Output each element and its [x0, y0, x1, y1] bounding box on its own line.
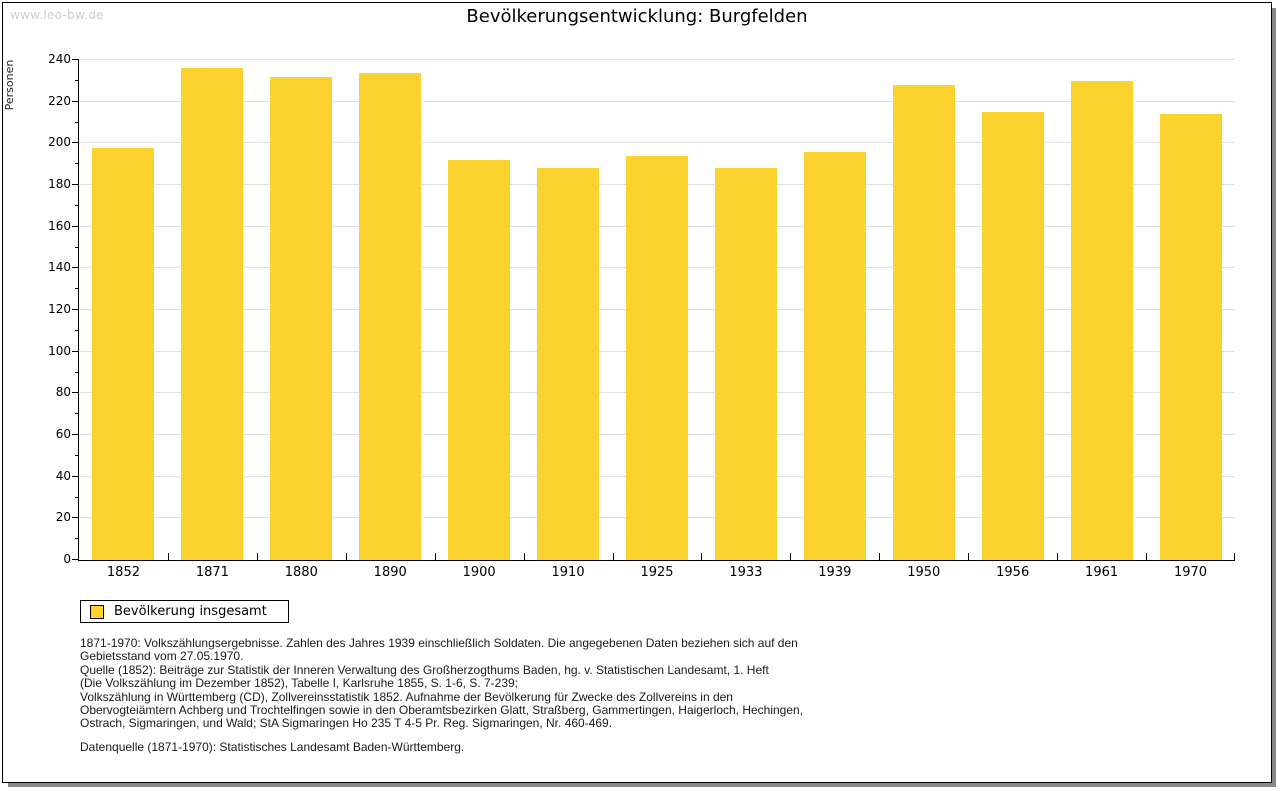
y-minor-tick: [75, 413, 79, 415]
bar-1852: [92, 147, 155, 560]
x-tick-label: 1956: [996, 565, 1030, 580]
y-major-tick: [72, 225, 79, 227]
x-tick-label: 1890: [373, 565, 407, 580]
x-tick-label: 1933: [729, 565, 763, 580]
x-boundary-tick: [523, 553, 525, 560]
y-tick-label: 220: [48, 93, 71, 108]
x-boundary-tick: [256, 553, 258, 560]
x-tick-label: 1880: [284, 565, 318, 580]
y-axis-title: Personen: [3, 59, 16, 111]
y-minor-tick: [75, 329, 79, 331]
y-tick-label: 200: [48, 135, 71, 150]
x-tick-label: 1925: [640, 565, 674, 580]
y-minor-tick: [75, 204, 79, 206]
bar-1871: [181, 68, 244, 560]
bar-1970: [1159, 114, 1222, 560]
y-major-tick: [72, 309, 79, 310]
x-tick-label: 1961: [1085, 565, 1119, 580]
bar-1939: [803, 151, 866, 560]
y-major-tick: [72, 434, 79, 435]
x-boundary-tick: [167, 553, 169, 560]
bar-1961: [1070, 80, 1133, 560]
x-boundary-tick: [1057, 553, 1059, 560]
y-minor-tick: [75, 496, 79, 498]
y-tick-label: 40: [55, 468, 71, 483]
footnote-line: Gebietsstand vom 27.05.1970.: [80, 649, 244, 664]
y-tick-label: 240: [48, 52, 71, 66]
page-frame: www.leo-bw.de Bevölkerungsentwicklung: B…: [2, 2, 1272, 783]
y-major-tick: [72, 475, 79, 477]
y-minor-tick: [75, 246, 79, 248]
datasource-line: Datenquelle (1871-1970): Statistisches L…: [80, 739, 465, 754]
y-tick-label: 180: [48, 177, 71, 191]
bar-1880: [270, 76, 333, 560]
x-boundary-tick: [345, 553, 347, 560]
x-boundary-tick: [790, 553, 792, 560]
footnotes: 1871-1970: Volkszählungsergebnisse. Zahl…: [80, 636, 980, 754]
y-major-tick: [72, 59, 79, 60]
y-minor-tick: [75, 454, 79, 456]
x-tick-label: 1970: [1173, 565, 1208, 580]
footnote-line: Ostrach, Sigmaringen, und Wald; StA Sigm…: [80, 716, 613, 731]
legend-label: Bevölkerung insgesamt: [114, 604, 267, 619]
footnote-line: Volkszählung in Württemberg (CD), Zollve…: [80, 689, 733, 704]
x-tick-label: 1910: [551, 565, 585, 580]
y-minor-tick: [75, 121, 79, 123]
y-major-tick: [72, 142, 79, 144]
y-minor-tick: [75, 288, 79, 290]
bar-1925: [626, 155, 688, 560]
y-tick-label: 0: [63, 552, 71, 566]
y-minor-tick: [75, 79, 79, 81]
legend-swatch: [90, 604, 104, 619]
bar-1950: [892, 85, 955, 560]
footnote-line: (Die Volkszählung im Dezember 1852), Tab…: [80, 676, 519, 691]
y-major-tick: [72, 350, 79, 352]
y-tick-label: 120: [48, 302, 71, 316]
x-boundary-tick: [701, 553, 703, 560]
y-minor-tick: [75, 538, 79, 540]
x-tick-label: 1852: [106, 565, 140, 580]
x-boundary-tick: [1146, 553, 1148, 560]
y-minor-tick: [75, 163, 79, 165]
y-tick-label: 60: [55, 427, 71, 441]
x-tick-label: 1950: [907, 565, 941, 580]
gridline: [79, 142, 1235, 144]
chart-title: Bevölkerungsentwicklung: Burgfelden: [466, 6, 808, 27]
x-tick-label: 1871: [195, 565, 229, 580]
bar-1910: [537, 168, 600, 560]
x-boundary-tick: [968, 553, 970, 560]
plot-area: 0 20 40 60 80 100 120 140 160 180 200 220 240 1852 187…: [48, 52, 1235, 580]
y-major-tick: [72, 100, 79, 102]
y-major-tick: [72, 184, 79, 185]
y-major-tick: [72, 517, 79, 519]
x-boundary-tick: [1234, 553, 1235, 560]
gridline: [79, 59, 1235, 60]
footnote-line: 1871-1970: Volkszählungsergebnisse. Zahl…: [80, 636, 798, 650]
bar-1956: [981, 112, 1044, 560]
footnote-line: Obervogteiämtern Achberg und Trochtelfin…: [80, 703, 804, 718]
y-tick-label: 160: [48, 218, 71, 233]
bar-1900: [448, 160, 511, 560]
y-tick-label: 20: [55, 510, 71, 525]
bar-1933: [714, 168, 777, 560]
gridline: [79, 100, 1235, 102]
y-major-tick: [72, 392, 79, 394]
y-major-tick: [72, 267, 79, 269]
x-tick-label: 1900: [462, 565, 496, 580]
y-minor-tick: [75, 371, 79, 373]
x-boundary-tick: [434, 553, 436, 560]
y-tick-label: 80: [55, 385, 71, 400]
y-major-tick: [72, 559, 79, 560]
x-tick-label: 1939: [818, 565, 852, 580]
y-tick-label: 140: [48, 260, 71, 275]
x-boundary-tick: [879, 553, 881, 560]
bar-1890: [359, 72, 422, 560]
x-boundary-tick: [612, 553, 614, 560]
footnote-line: Quelle (1852): Beiträge zur Statistik de…: [80, 662, 769, 677]
y-tick-label: 100: [48, 343, 71, 358]
legend-box: Bevölkerung insgesamt: [80, 600, 289, 623]
watermark: www.leo-bw.de: [10, 8, 104, 22]
